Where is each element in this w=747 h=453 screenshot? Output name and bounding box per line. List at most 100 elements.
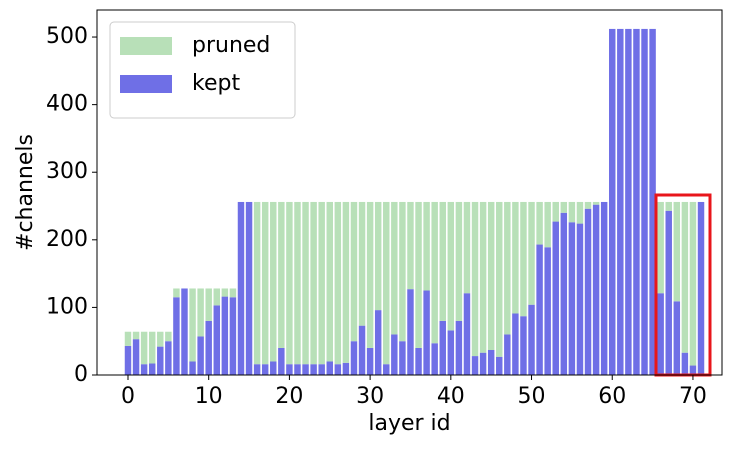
bar	[334, 201, 342, 365]
legend-label: kept	[192, 71, 240, 96]
x-tick-label: 50	[518, 384, 546, 409]
bar	[487, 201, 495, 350]
bar	[140, 364, 148, 375]
bar	[600, 201, 608, 375]
bar	[399, 201, 406, 342]
bar	[528, 304, 535, 375]
bar	[383, 201, 390, 365]
bar	[140, 331, 148, 365]
bar	[302, 201, 309, 365]
bar	[278, 347, 285, 375]
bar	[504, 201, 511, 335]
bar	[415, 347, 422, 375]
bar	[673, 201, 681, 302]
bar	[213, 288, 220, 306]
bar	[197, 288, 204, 337]
y-axis-label: #channels	[13, 134, 38, 251]
bar	[253, 364, 261, 375]
bar	[625, 28, 632, 375]
bar	[358, 201, 366, 326]
bar	[342, 201, 350, 363]
bar	[366, 201, 374, 348]
bar	[609, 28, 616, 375]
bar	[294, 201, 301, 365]
bar	[552, 201, 559, 222]
x-tick-label: 70	[679, 384, 707, 409]
bar	[657, 293, 664, 375]
bar	[431, 201, 438, 344]
y-tick-label: 300	[46, 159, 88, 184]
bar	[157, 331, 164, 347]
legend-label: pruned	[192, 33, 270, 58]
bar	[173, 288, 180, 298]
bar	[318, 364, 325, 375]
bar	[496, 356, 503, 375]
bar	[407, 201, 414, 290]
bar	[463, 293, 471, 375]
bar	[439, 201, 446, 321]
bar	[576, 201, 584, 224]
bar	[568, 222, 576, 375]
x-tick-label: 10	[195, 384, 223, 409]
bar	[455, 201, 463, 321]
bar	[584, 201, 592, 209]
y-tick-label: 500	[46, 24, 88, 49]
bar	[657, 201, 664, 294]
bar	[504, 334, 511, 375]
bar	[431, 343, 438, 375]
bar	[132, 331, 140, 340]
bar	[165, 331, 172, 342]
y-tick-label: 200	[46, 227, 88, 252]
bar	[205, 288, 212, 321]
bar	[326, 361, 333, 375]
bar	[633, 28, 640, 375]
bar	[173, 297, 180, 375]
bar	[261, 364, 269, 375]
bar	[181, 288, 188, 375]
bar	[592, 204, 600, 375]
bar	[229, 288, 237, 298]
bar	[189, 288, 196, 362]
bar	[407, 289, 414, 375]
bar	[447, 201, 455, 331]
bar	[197, 336, 204, 375]
bar	[463, 201, 471, 294]
legend-swatch	[120, 37, 172, 55]
bar	[592, 201, 600, 205]
bar	[560, 212, 568, 375]
bar	[479, 201, 487, 353]
bar	[665, 201, 672, 211]
bar	[237, 201, 245, 375]
bar	[278, 201, 285, 348]
bar	[334, 364, 342, 375]
bar	[487, 349, 495, 375]
y-tick-label: 400	[46, 92, 88, 117]
bar	[512, 313, 519, 375]
bar	[665, 210, 672, 375]
bar	[205, 320, 212, 375]
bar	[318, 201, 325, 365]
bar	[681, 201, 689, 353]
bar	[310, 364, 317, 375]
bar	[148, 363, 156, 375]
bar	[689, 365, 697, 375]
bar	[286, 364, 293, 375]
bar	[374, 310, 382, 375]
bar	[391, 334, 398, 375]
bar	[528, 201, 535, 305]
bar	[165, 341, 172, 375]
bar	[245, 201, 253, 375]
bar	[520, 316, 527, 375]
bar	[560, 201, 568, 213]
bar	[294, 364, 301, 375]
bar	[270, 361, 277, 375]
x-tick-label: 60	[598, 384, 626, 409]
plot-frame	[96, 9, 723, 376]
bar	[536, 201, 543, 245]
bar	[399, 341, 406, 375]
bar	[358, 325, 366, 375]
bar	[253, 201, 261, 365]
bar	[496, 201, 503, 357]
x-axis-label: layer id	[368, 411, 450, 436]
x-tick-label: 40	[437, 384, 465, 409]
